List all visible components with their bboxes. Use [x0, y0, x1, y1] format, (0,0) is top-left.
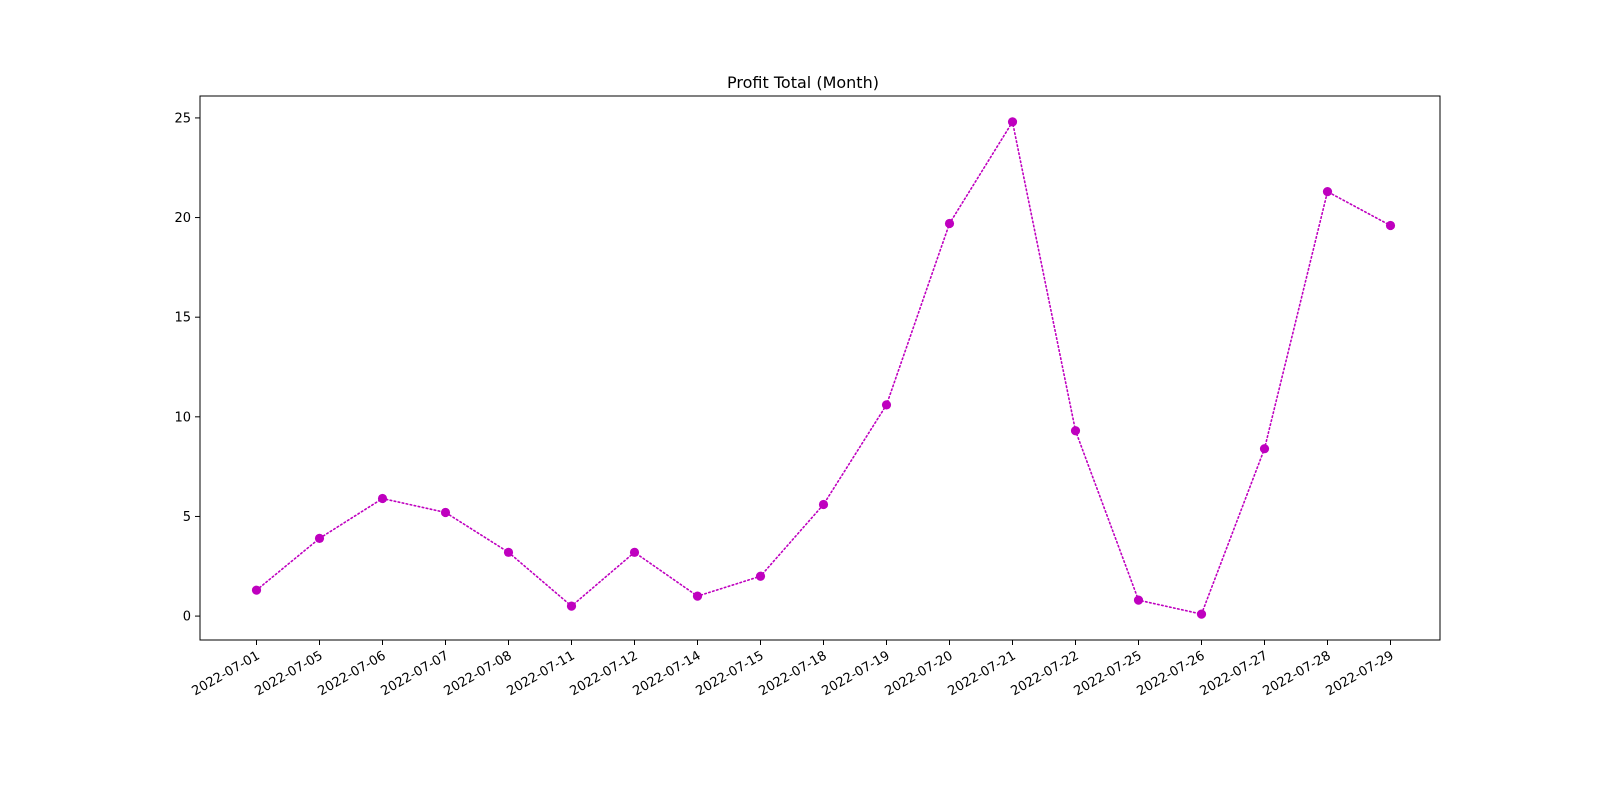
data-point [566, 601, 577, 611]
data-point [377, 493, 388, 504]
series-line [255, 119, 1392, 616]
x-tick-label: 2022-07-01 [190, 648, 263, 699]
y-tick-label: 5 [183, 510, 191, 525]
data-point [314, 533, 325, 543]
data-point [944, 218, 955, 229]
x-tick-label: 2022-07-19 [820, 648, 893, 699]
data-point [1070, 426, 1081, 436]
series-group [251, 117, 1396, 619]
x-tick-label: 2022-07-27 [1198, 648, 1271, 699]
data-point [1196, 609, 1207, 619]
x-tick-label: 2022-07-14 [631, 648, 704, 699]
plot-frame [199, 95, 1441, 641]
chart-title: Profit Total (Month) [727, 73, 879, 92]
data-point [1007, 117, 1018, 127]
x-tick-label: 2022-07-26 [1135, 648, 1208, 699]
x-tick-label: 2022-07-18 [757, 648, 830, 699]
x-tick-label: 2022-07-22 [1009, 648, 1082, 699]
data-point [818, 499, 829, 510]
x-tick-label: 2022-07-28 [1261, 648, 1334, 699]
data-point [692, 591, 703, 601]
x-tick-label: 2022-07-06 [316, 648, 389, 699]
y-tick-label: 0 [183, 610, 191, 625]
x-tick-label: 2022-07-29 [1324, 648, 1397, 699]
x-tick-label: 2022-07-21 [946, 648, 1019, 699]
axes-group: 0 5 10 15 20 25 2022-07-012022-07-052022-07-06… [174, 111, 1396, 699]
x-tick-label: 2022-07-20 [883, 648, 956, 699]
data-point [1322, 187, 1333, 197]
y-tick-label: 20 [174, 211, 191, 226]
y-tick-label: 25 [174, 111, 191, 126]
x-tick-label: 2022-07-07 [379, 648, 452, 699]
data-point [1133, 595, 1144, 605]
x-tick-label: 2022-07-08 [442, 648, 515, 699]
x-tick-label: 2022-07-15 [694, 648, 767, 699]
data-point [629, 547, 640, 557]
x-tick-label: 2022-07-11 [505, 648, 578, 699]
x-tick-label: 2022-07-12 [568, 648, 641, 699]
x-tick-label: 2022-07-05 [253, 648, 326, 699]
data-point [1259, 444, 1270, 454]
x-tick-label: 2022-07-25 [1072, 648, 1145, 699]
data-point [440, 507, 451, 518]
data-point [881, 400, 892, 410]
y-tick-label: 15 [174, 311, 191, 326]
y-tick-label: 10 [174, 410, 191, 425]
data-point [503, 547, 514, 557]
data-point [755, 571, 766, 581]
data-point [1385, 220, 1396, 231]
data-point [251, 585, 262, 595]
